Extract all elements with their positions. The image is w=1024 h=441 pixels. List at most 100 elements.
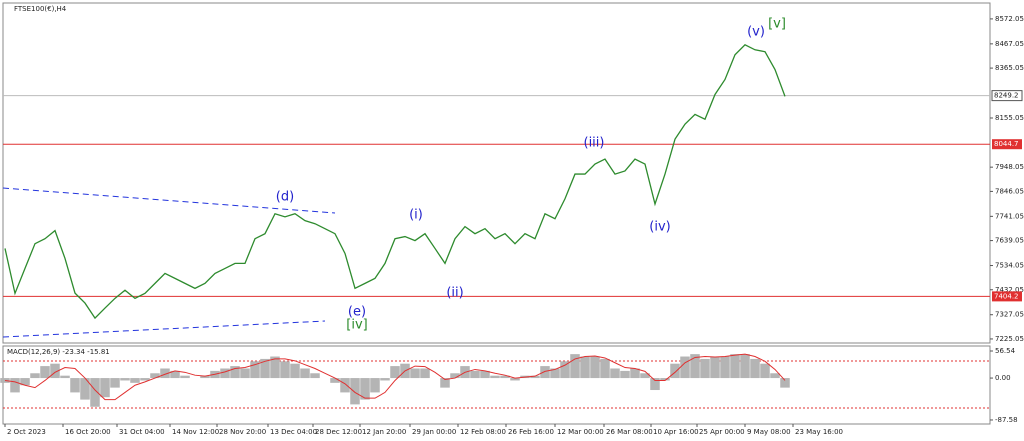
macd-bar <box>340 378 350 393</box>
macd-bar <box>300 368 310 379</box>
macd-bar <box>110 378 120 388</box>
y-tick-label: 7948.05 <box>995 163 1024 171</box>
macd-bar <box>600 358 610 379</box>
y-tick-label: 8155.05 <box>995 114 1024 122</box>
macd-bar <box>700 358 710 379</box>
macd-bar <box>180 375 190 379</box>
macd-bar <box>90 378 100 407</box>
macd-bar <box>150 373 160 379</box>
macd-bar <box>130 378 140 383</box>
macd-bar <box>770 373 780 379</box>
macd-bar <box>690 354 700 379</box>
macd-bar <box>470 370 480 379</box>
wave-label: (iii) <box>584 136 605 151</box>
price-tag <box>991 90 1023 102</box>
macd-bar <box>640 373 650 379</box>
macd-bar <box>120 378 130 381</box>
macd-bar <box>160 368 170 379</box>
macd-bar <box>270 356 280 379</box>
y-tick-label: 7846.05 <box>995 187 1024 195</box>
macd-bar <box>560 361 570 379</box>
y-tick-label: 7327.05 <box>995 311 1024 319</box>
macd-bar <box>510 378 520 381</box>
wave-label: [iv] <box>346 318 367 333</box>
macd-bar <box>670 363 680 379</box>
x-tick-label: 31 Oct 04:00 <box>119 428 165 436</box>
channel-line <box>2 187 336 214</box>
macd-bar <box>550 368 560 379</box>
macd-bar <box>710 356 720 379</box>
price-panel <box>2 2 991 344</box>
macd-bar <box>490 375 500 379</box>
macd-bar <box>530 375 540 379</box>
price-tag-label: 8044.7 <box>994 140 1019 148</box>
macd-bar <box>290 363 300 379</box>
macd-bar <box>540 366 550 379</box>
macd-bar <box>610 368 620 379</box>
macd-bar <box>60 375 70 379</box>
macd-bar <box>70 378 80 393</box>
price-tag-label: 8249.2 <box>994 92 1019 100</box>
y-tick-label: 7432.05 <box>995 286 1024 294</box>
macd-bar <box>50 363 60 379</box>
macd-bar <box>750 358 760 379</box>
wave-label: [v] <box>768 17 786 32</box>
x-tick-label: 29 Jan 00:00 <box>412 428 456 436</box>
macd-bar <box>360 378 370 400</box>
x-tick-label: 13 Dec 04:00 <box>270 428 317 436</box>
y-tick-label: -87.58 <box>995 416 1018 424</box>
x-tick-label: 12 Feb 08:00 <box>460 428 506 436</box>
macd-bar <box>720 356 730 379</box>
macd-bar <box>170 370 180 379</box>
macd-bar <box>230 366 240 379</box>
y-tick-label: 0.00 <box>995 374 1011 382</box>
macd-bar <box>630 368 640 379</box>
x-tick-label: 26 Mar 08:00 <box>606 428 653 436</box>
y-tick-label: 8572.05 <box>995 15 1024 23</box>
channel-line <box>2 320 326 338</box>
macd-bar <box>420 368 430 379</box>
x-tick-label: 25 Apr 00:00 <box>699 428 745 436</box>
macd-bar <box>740 354 750 379</box>
macd-bar <box>30 373 40 379</box>
macd-bar <box>20 378 30 386</box>
signal-line <box>4 353 786 401</box>
macd-bar <box>570 354 580 379</box>
wave-label: (e) <box>348 305 366 320</box>
macd-bar <box>310 373 320 379</box>
macd-bar <box>240 368 250 379</box>
price-tag-label: 7404.2 <box>994 292 1019 300</box>
macd-bar <box>760 363 770 379</box>
macd-panel <box>2 345 991 425</box>
macd-bar <box>280 361 290 379</box>
y-tick-label: 56.54 <box>995 347 1016 355</box>
x-tick-label: 2 Oct 2023 <box>7 428 46 436</box>
x-tick-label: 28 Nov 20:00 <box>219 428 266 436</box>
macd-bar <box>660 378 670 381</box>
x-tick-label: 16 Oct 20:00 <box>65 428 111 436</box>
y-tick-label: 7741.05 <box>995 212 1024 220</box>
price-tag <box>992 291 1022 302</box>
macd-bar <box>100 378 110 398</box>
wave-label: (i) <box>409 208 423 223</box>
macd-bar <box>730 354 740 379</box>
x-tick-label: 10 Apr 16:00 <box>653 428 699 436</box>
macd-bar <box>440 378 450 388</box>
y-tick-label: 8467.05 <box>995 40 1024 48</box>
macd-bar <box>40 366 50 379</box>
x-tick-label: 9 May 08:00 <box>747 428 791 436</box>
macd-bar <box>680 356 690 379</box>
y-tick-label: 7639.05 <box>995 237 1024 245</box>
x-tick-label: 23 May 16:00 <box>795 428 843 436</box>
macd-bar <box>250 361 260 379</box>
wave-label: (v) <box>747 25 765 40</box>
wave-label: (ii) <box>446 286 463 301</box>
chart-title: FTSE100(€),H4 <box>14 5 67 13</box>
macd-bar <box>620 370 630 379</box>
y-tick-label: 7534.05 <box>995 262 1024 270</box>
macd-bar <box>260 358 270 379</box>
macd-bar <box>370 378 380 393</box>
y-tick-label: 8365.05 <box>995 64 1024 72</box>
x-tick-label: 26 Feb 16:00 <box>508 428 554 436</box>
macd-bar <box>80 378 90 400</box>
